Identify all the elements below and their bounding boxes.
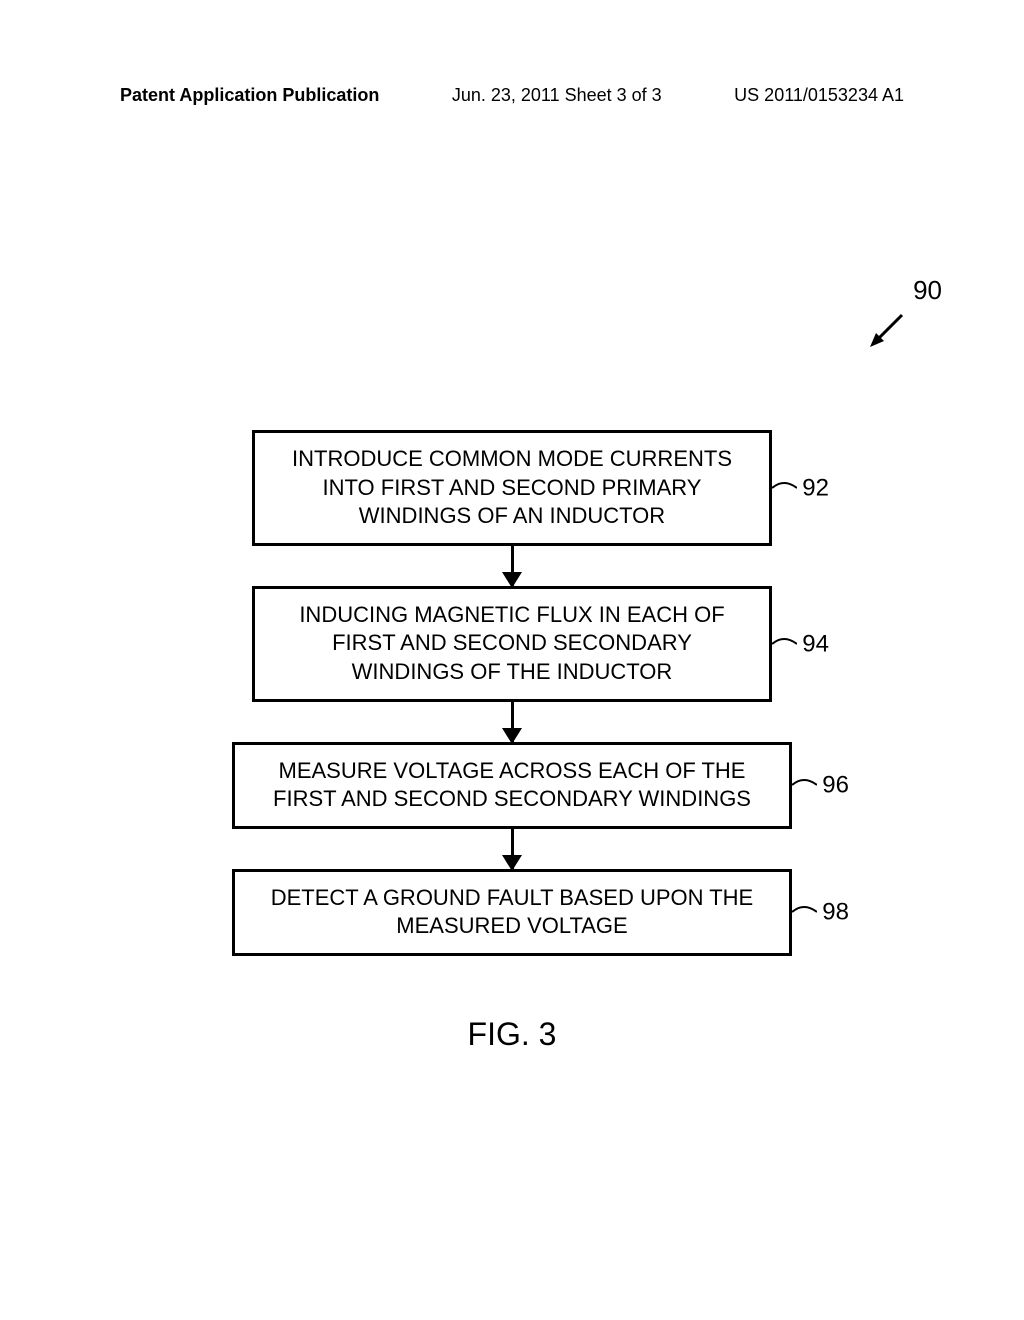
ref-connector-icon (792, 902, 817, 922)
step-3-text: MEASURE VOLTAGE ACROSS EACH OF THE FIRST… (273, 758, 751, 812)
step-1-ref: 92 (802, 472, 829, 503)
step-4-ref: 98 (822, 897, 849, 928)
flowchart-diagram: 90 INTRODUCE COMMON MODE CURRENTS INTO F… (212, 300, 812, 1053)
arrow-down-icon (511, 546, 514, 586)
step-2-text: INDUCING MAGNETIC FLUX IN EACH OF FIRST … (299, 602, 724, 684)
header-date-sheet: Jun. 23, 2011 Sheet 3 of 3 (452, 85, 662, 106)
flowchart-step-4: DETECT A GROUND FAULT BASED UPON THE MEA… (232, 869, 792, 956)
step-2-ref: 94 (802, 628, 829, 659)
ref-connector-icon (772, 634, 797, 654)
flowchart-step-3: MEASURE VOLTAGE ACROSS EACH OF THE FIRST… (232, 742, 792, 829)
step-4-text: DETECT A GROUND FAULT BASED UPON THE MEA… (271, 885, 753, 939)
step-1-text: INTRODUCE COMMON MODE CURRENTS INTO FIRS… (292, 446, 732, 528)
ref-connector-icon (792, 775, 817, 795)
arrow-down-icon (511, 829, 514, 869)
ref-connector-icon (772, 478, 797, 498)
diagram-reference-number: 90 (913, 275, 942, 306)
header-publication-type: Patent Application Publication (120, 85, 379, 106)
flowchart-step-1: INTRODUCE COMMON MODE CURRENTS INTO FIRS… (252, 430, 772, 546)
header-publication-number: US 2011/0153234 A1 (734, 85, 904, 106)
figure-label: FIG. 3 (212, 1016, 812, 1053)
flowchart-step-2: INDUCING MAGNETIC FLUX IN EACH OF FIRST … (252, 586, 772, 702)
reference-arrow-icon (862, 305, 912, 355)
step-3-ref: 96 (822, 770, 849, 801)
arrow-down-icon (511, 702, 514, 742)
page-header: Patent Application Publication Jun. 23, … (0, 85, 1024, 106)
